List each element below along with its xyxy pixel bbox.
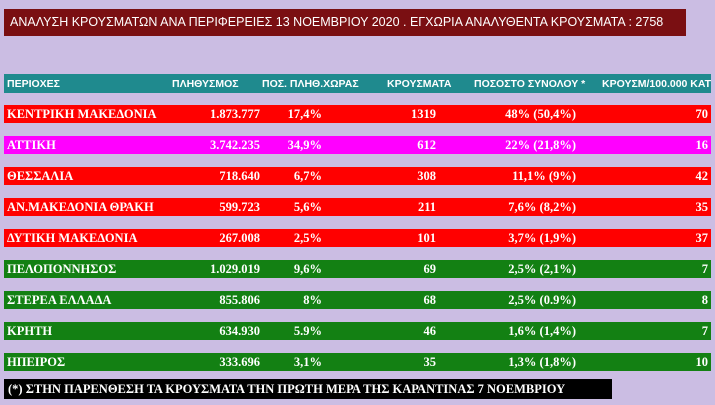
header-share: ΠΟΣΟΣΤΟ ΣΥΝΟΛΟΥ * [474, 77, 586, 90]
pop-pct-cell: 17,4% [287, 106, 322, 121]
rate-cell: 37 [695, 230, 709, 245]
share-cell: 1,6% (1,4%) [508, 323, 576, 338]
table-row: ΚΕΝΤΡΙΚΗ ΜΑΚΕΔΟΝΙΑ 1.873.777 17,4% 1319 48% … [4, 105, 711, 123]
population-cell: 599.723 [219, 199, 260, 214]
pop-pct-cell: 5.9% [293, 323, 322, 338]
table-row: ΗΠΕΙΡΟΣ 333.696 3,1% 35 1,3% (1,8%) 10 [4, 353, 711, 371]
rate-cell: 42 [695, 168, 709, 183]
footnote-text: (*) ΣΤΗΝ ΠΑΡΕΝΘΕΣΗ ΤΑ ΚΡΟΥΣΜΑΤΑ ΤΗΝ ΠΡΩΤ… [8, 382, 566, 396]
population-cell: 267.008 [219, 230, 260, 245]
table-row: ΣΤΕΡΕΑ ΕΛΛΑΔΑ 855.806 8% 68 2,5% (0.9%) 8 [4, 291, 711, 309]
share-cell: 3,7% (1,9%) [508, 230, 576, 245]
header-rate: ΚΡΟΥΣΜ/100.000 ΚΑΤ [602, 77, 712, 90]
cases-cell: 211 [417, 199, 436, 214]
pop-pct-cell: 8% [303, 292, 322, 307]
region-cell: ΚΕΝΤΡΙΚΗ ΜΑΚΕΔΟΝΙΑ [7, 106, 157, 121]
population-cell: 1.873.777 [210, 106, 260, 121]
footnote: (*) ΣΤΗΝ ΠΑΡΕΝΘΕΣΗ ΤΑ ΚΡΟΥΣΜΑΤΑ ΤΗΝ ΠΡΩΤ… [4, 379, 612, 399]
pop-pct-cell: 3,1% [293, 354, 322, 369]
population-cell: 634.930 [219, 323, 260, 338]
cases-cell: 35 [423, 354, 437, 369]
rate-cell: 35 [695, 199, 709, 214]
cases-cell: 101 [417, 230, 436, 245]
share-cell: 2,5% (2,1%) [508, 261, 576, 276]
title-banner: ΑΝΑΛΥΣΗ ΚΡΟΥΣΜΑΤΩΝ ΑΝΑ ΠΕΡΙΦΕΡΕΙΕΣ 13 ΝΟ… [4, 9, 686, 36]
rate-cell: 7 [701, 261, 708, 276]
cases-cell: 308 [417, 168, 436, 183]
rate-cell: 16 [695, 137, 709, 152]
table-row: ΑΤΤΙΚΗ 3.742.235 34,9% 612 22% (21,8%) 16 [4, 136, 711, 154]
region-cell: ΠΕΛΟΠΟΝΝΗΣΟΣ [7, 261, 117, 276]
population-cell: 855.806 [219, 292, 260, 307]
table-row: ΑΝ.ΜΑΚΕΔΟΝΙΑ ΘΡΑΚΗ 599.723 5,6% 211 7,6% (8,… [4, 198, 711, 216]
population-cell: 333.696 [219, 354, 260, 369]
cases-cell: 46 [423, 323, 437, 338]
region-cell: ΑΤΤΙΚΗ [7, 137, 56, 152]
pop-pct-cell: 6,7% [293, 168, 322, 183]
share-cell: 11,1% (9%) [512, 168, 576, 183]
cases-cell: 69 [423, 261, 437, 276]
region-cell: ΚΡΗΤΗ [7, 323, 53, 338]
table-row: ΔΥΤΙΚΗ ΜΑΚΕΔΟΝΙΑ 267.008 2,5% 101 3,7% (1,9%… [4, 229, 711, 247]
rate-cell: 8 [701, 292, 708, 307]
share-cell: 48% (50,4%) [505, 106, 576, 121]
pop-pct-cell: 9,6% [293, 261, 322, 276]
table-row: ΚΡΗΤΗ 634.930 5.9% 46 1,6% (1,4%) 7 [4, 322, 711, 340]
population-cell: 3.742.235 [210, 137, 260, 152]
rate-cell: 7 [701, 323, 708, 338]
share-cell: 2,5% (0.9%) [508, 292, 576, 307]
share-cell: 22% (21,8%) [505, 137, 576, 152]
cases-cell: 612 [417, 137, 436, 152]
region-cell: ΘΕΣΣΑΛΙΑ [7, 168, 74, 183]
region-cell: ΔΥΤΙΚΗ ΜΑΚΕΔΟΝΙΑ [7, 230, 138, 245]
share-cell: 7,6% (8,2%) [508, 199, 576, 214]
table-row: ΠΕΛΟΠΟΝΝΗΣΟΣ 1.029.019 9,6% 69 2,5% (2,1%) 7 [4, 260, 711, 278]
rate-cell: 10 [695, 354, 709, 369]
cases-cell: 68 [423, 292, 437, 307]
table-header: ΠΕΡΙΟΧΕΣ ΠΛΗΘΥΣΜΟΣ ΠΟΣ. ΠΛΗΘ.ΧΩΡΑΣ ΚΡΟΥΣ… [4, 74, 711, 93]
region-cell: ΗΠΕΙΡΟΣ [7, 354, 66, 369]
header-region: ΠΕΡΙΟΧΕΣ [7, 77, 60, 90]
population-cell: 718.640 [219, 168, 260, 183]
header-pop-pct: ΠΟΣ. ΠΛΗΘ.ΧΩΡΑΣ [262, 77, 359, 90]
header-cases: ΚΡΟΥΣΜΑΤΑ [387, 77, 452, 90]
region-cell: ΣΤΕΡΕΑ ΕΛΛΑΔΑ [7, 292, 112, 307]
table-row: ΘΕΣΣΑΛΙΑ 718.640 6,7% 308 11,1% (9%) 42 [4, 167, 711, 185]
share-cell: 1,3% (1,8%) [508, 354, 576, 369]
pop-pct-cell: 34,9% [287, 137, 322, 152]
cases-cell: 1319 [411, 106, 436, 121]
pop-pct-cell: 5,6% [293, 199, 322, 214]
region-cell: ΑΝ.ΜΑΚΕΔΟΝΙΑ ΘΡΑΚΗ [7, 199, 154, 214]
population-cell: 1.029.019 [210, 261, 260, 276]
pop-pct-cell: 2,5% [293, 230, 322, 245]
rate-cell: 70 [695, 106, 709, 121]
header-population: ΠΛΗΘΥΣΜΟΣ [172, 77, 239, 90]
page-title: ΑΝΑΛΥΣΗ ΚΡΟΥΣΜΑΤΩΝ ΑΝΑ ΠΕΡΙΦΕΡΕΙΕΣ 13 ΝΟ… [10, 15, 664, 29]
